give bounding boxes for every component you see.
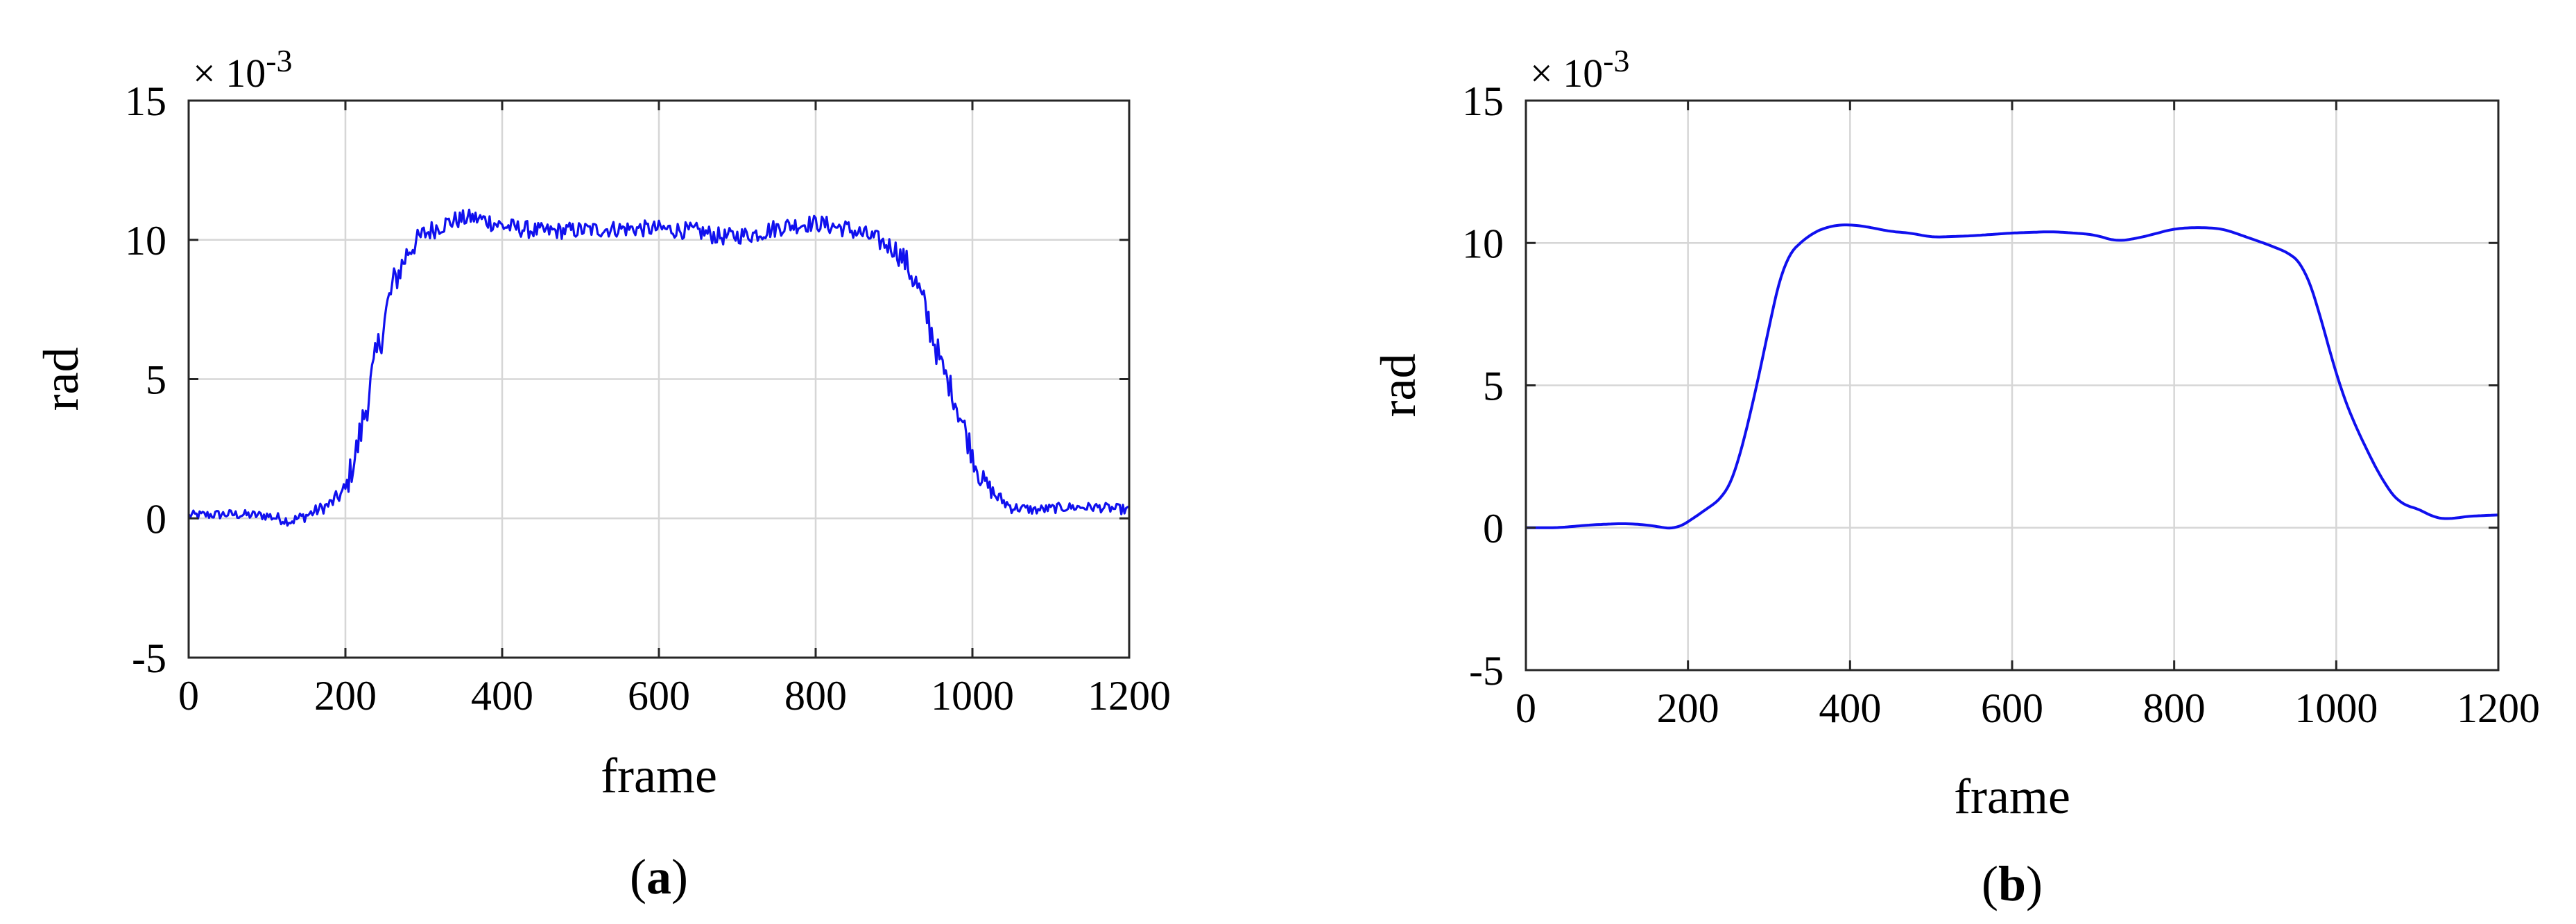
x-tick-label: 0: [1515, 685, 1536, 731]
panel-caption: (b): [1982, 856, 2043, 912]
y-exponent-power: -3: [1603, 43, 1629, 78]
y-tick-label: 15: [125, 78, 166, 124]
y-exponent-base: × 10: [1530, 51, 1603, 96]
x-tick-label: 400: [1819, 685, 1881, 731]
data-series-line: [1526, 223, 2499, 530]
x-tick-label: 1200: [1088, 673, 1171, 719]
x-tick-label: 200: [1657, 685, 1719, 731]
y-axis-label: rad: [1371, 354, 1426, 418]
x-tick-label: 1200: [2457, 685, 2540, 731]
x-tick-label: 1000: [2294, 685, 2378, 731]
panel-caption-open: (: [630, 849, 646, 905]
x-tick-label: 600: [628, 673, 690, 719]
x-axis-label: frame: [601, 748, 717, 803]
panel-caption-close: ): [2026, 856, 2043, 912]
panel-caption-letter: a: [646, 849, 671, 905]
y-tick-label: 0: [1483, 506, 1504, 551]
panel-caption-letter: b: [1998, 856, 2026, 912]
x-tick-label: 800: [784, 673, 847, 719]
y-tick-label: 5: [1483, 363, 1504, 409]
x-tick-label: 0: [178, 673, 199, 719]
y-exponent-label: × 10-3: [193, 43, 293, 96]
x-tick-label: 600: [1981, 685, 2043, 731]
panel-caption: (a): [630, 849, 688, 905]
y-tick-label: 10: [1462, 221, 1504, 266]
y-exponent-base: × 10: [193, 51, 266, 96]
y-axis-label: rad: [33, 348, 89, 411]
y-tick-label: -5: [1469, 648, 1504, 694]
y-tick-label: 15: [1462, 78, 1504, 124]
y-tick-label: -5: [132, 635, 166, 681]
data-series-line: [187, 208, 1130, 527]
panel-caption-open: (: [1982, 856, 1998, 912]
x-tick-label: 400: [471, 673, 533, 719]
x-tick-label: 200: [314, 673, 377, 719]
y-exponent-label: × 10-3: [1530, 43, 1630, 96]
x-tick-label: 800: [2143, 685, 2206, 731]
x-axis-label: frame: [1954, 769, 2070, 824]
x-tick-label: 1000: [931, 673, 1014, 719]
panel-caption-close: ): [671, 849, 688, 905]
y-tick-label: 0: [146, 496, 166, 542]
y-tick-label: 10: [125, 218, 166, 264]
chart-panel-a: 0 200 400 600 800 1000 1200 -5 0 5 10 15 × 10-3 frame…: [33, 43, 1171, 905]
y-tick-label: 5: [146, 357, 166, 403]
y-exponent-power: -3: [266, 43, 292, 78]
